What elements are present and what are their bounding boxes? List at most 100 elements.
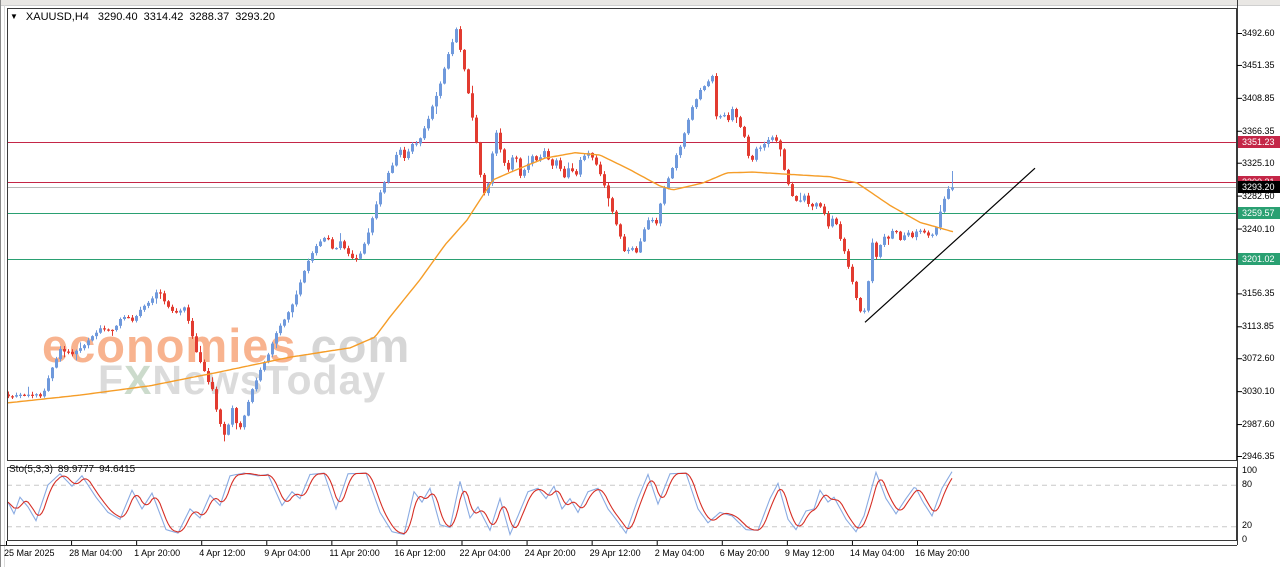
time-tick-label: 2 May 04:00	[654, 548, 705, 558]
candle-bull	[83, 345, 86, 349]
candle-bull	[803, 195, 806, 201]
candle-bull	[647, 220, 650, 230]
candle-bull	[487, 183, 490, 194]
candle-bear	[571, 168, 574, 172]
candle-bull	[687, 119, 690, 134]
candle-bull	[935, 227, 938, 235]
candle-bull	[667, 178, 670, 189]
candle-bull	[583, 155, 586, 160]
candle-bear	[859, 297, 862, 312]
time-tick-label: 16 May 20:00	[915, 548, 970, 558]
candle-bull	[391, 165, 394, 173]
candle-bull	[135, 316, 138, 321]
candle-bear	[239, 423, 242, 428]
chart-title: ▼ XAUUSD,H4 3290.40 3314.42 3288.37 3293.20	[10, 11, 275, 23]
candle-bull	[679, 146, 682, 156]
watermark-sub-x: X	[124, 357, 153, 403]
trendline[interactable]	[864, 167, 1036, 323]
candle-bear	[635, 248, 638, 253]
symbol-timeframe-label: XAUUSD,H4	[25, 11, 89, 23]
candle-bull	[879, 244, 882, 257]
candle-bear	[11, 396, 14, 398]
candle-bull	[815, 203, 818, 207]
candle-bull	[99, 328, 102, 333]
candle-bull	[643, 229, 646, 242]
time-tick-label: 28 Mar 04:00	[69, 548, 123, 558]
candle-bear	[171, 306, 174, 311]
time-tick-label: 4 Apr 12:00	[199, 548, 246, 558]
price-levels	[7, 142, 1237, 260]
time-axis[interactable]: 25 Mar 2025 28 Mar 04:00 1 Apr 20:00 4 Apr …	[0, 547, 1237, 565]
candle-bear	[655, 219, 658, 224]
candle-bear	[219, 409, 222, 424]
candle-bull	[375, 204, 378, 219]
candle-bull	[831, 218, 834, 227]
candle-bull	[663, 188, 666, 204]
stoch-scale-label: 20	[1242, 520, 1253, 531]
candle-bull	[763, 143, 766, 148]
indicator-value-signal: 94.6415	[99, 464, 136, 475]
candle-bull	[371, 218, 374, 233]
time-tick-label: 1 Apr 20:00	[134, 548, 181, 558]
symbol-dropdown-icon[interactable]: ▼	[10, 12, 18, 21]
candle-bull	[43, 390, 46, 397]
candle-bull	[291, 304, 294, 313]
trend-objects	[864, 167, 1036, 323]
candle-bear	[31, 394, 34, 396]
candle-bull	[567, 168, 570, 178]
candle-bear	[795, 195, 798, 201]
candle-bear	[603, 174, 606, 186]
price-badge-current: 3293.20	[1238, 181, 1280, 194]
price-badge-support: 3201.02	[1238, 252, 1280, 265]
candle-bull	[299, 282, 302, 295]
indicator-value-main: 89.9777	[57, 464, 95, 475]
candle-bull	[79, 348, 82, 351]
candle-bull	[231, 408, 234, 425]
candle-bear	[923, 230, 926, 233]
candle-bear	[727, 115, 730, 121]
candle-bear	[835, 218, 838, 225]
ohlc-high: 3314.42	[143, 11, 184, 23]
candle-bull	[719, 116, 722, 118]
candle-bull	[759, 147, 762, 149]
candle-bull	[95, 332, 98, 337]
candle-bear	[331, 239, 334, 249]
candle-bull	[295, 294, 298, 305]
candle-bull	[75, 350, 78, 355]
candle-bear	[503, 149, 506, 163]
time-tick-label: 9 May 12:00	[784, 548, 835, 558]
candle-bull	[311, 253, 314, 261]
candle-bear	[343, 241, 346, 249]
candle-bear	[899, 231, 902, 240]
candle-bear	[895, 230, 898, 233]
candle-bull	[379, 192, 382, 205]
candle-bull	[227, 424, 230, 435]
candle-bull	[183, 307, 186, 311]
candle-bull	[871, 242, 874, 282]
candle-bull	[639, 241, 642, 253]
candle-bull	[27, 394, 30, 396]
candle-bear	[103, 328, 106, 330]
candle-bull	[907, 232, 910, 236]
price-tick-label: 2946.35	[1242, 451, 1275, 461]
candle-bull	[407, 151, 410, 159]
candle-bull	[711, 76, 714, 82]
watermark-brand-suffix: .com	[296, 319, 411, 372]
candle-bear	[235, 408, 238, 424]
candle-bull	[455, 29, 458, 43]
candle-bull	[523, 169, 526, 176]
candle-bull	[799, 200, 802, 202]
watermark-sub-rest: NewsToday	[152, 357, 387, 403]
candle-bull	[491, 153, 494, 184]
candle-bull	[335, 248, 338, 250]
candle-bear	[823, 206, 826, 214]
candle-bear	[175, 310, 178, 313]
ma-line[interactable]	[7, 151, 954, 404]
candle-bull	[59, 348, 62, 360]
candle-bear	[775, 137, 778, 141]
candle-bear	[347, 248, 350, 254]
candle-bull	[367, 232, 370, 244]
candle-bull	[139, 309, 142, 317]
price-axis[interactable]: 3492.60 3451.35 3408.85 3366.35 3325.10 3282.…	[1238, 0, 1280, 545]
